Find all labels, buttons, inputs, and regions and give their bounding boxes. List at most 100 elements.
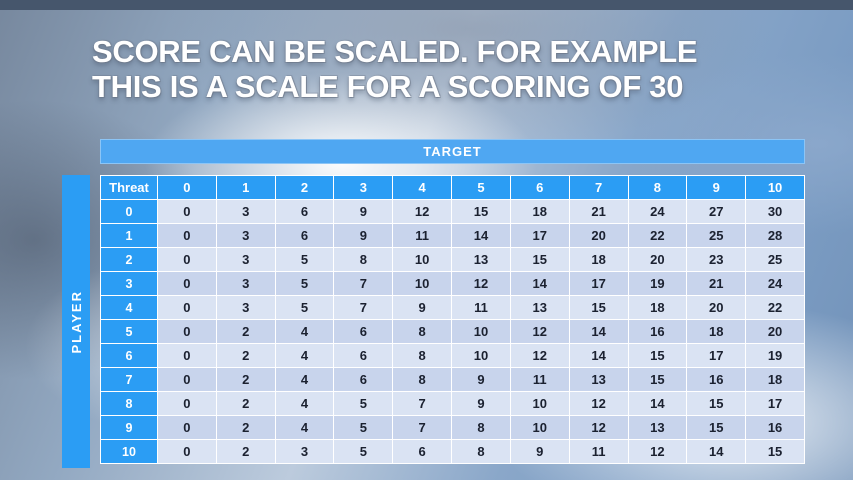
score-cell: 16	[686, 367, 747, 392]
score-cell: 2	[215, 391, 276, 416]
score-cell: 22	[627, 223, 688, 248]
score-cell: 3	[215, 223, 276, 248]
column-header: 4	[392, 175, 453, 200]
score-cell: 11	[392, 223, 453, 248]
score-cell: 15	[509, 247, 570, 272]
score-cell: 0	[157, 343, 217, 368]
score-cell: 15	[627, 343, 688, 368]
table-row: 8 0 2 4 5 7 9 10 12 14 15 17	[100, 391, 805, 416]
score-cell: 10	[392, 271, 453, 296]
table-row: 2 0 3 5 8 10 13 15 18 20 23 25	[100, 247, 805, 272]
score-cell: 28	[745, 223, 805, 248]
slide-title: SCORE CAN BE SCALED. FOR EXAMPLE THIS IS…	[92, 34, 698, 104]
score-cell: 0	[157, 295, 217, 320]
row-header: 8	[100, 391, 158, 416]
column-header: 10	[745, 175, 805, 200]
row-header: 0	[100, 199, 158, 224]
score-cell: 22	[745, 295, 805, 320]
score-cell: 27	[686, 199, 747, 224]
score-cell: 5	[274, 295, 335, 320]
target-header-bar: TARGET	[100, 139, 805, 164]
score-cell: 10	[392, 247, 453, 272]
score-table-body: 0 0 3 6 9 12 15 18 21 24 27 30 1 0 3 6 9 11 14 17 20 22 25 28 2 0…	[100, 199, 805, 464]
score-cell: 6	[392, 439, 453, 464]
score-cell: 6	[333, 319, 394, 344]
table-row: 4 0 3 5 7 9 11 13 15 18 20 22	[100, 295, 805, 320]
score-cell: 14	[627, 391, 688, 416]
score-cell: 2	[215, 343, 276, 368]
table-row: 3 0 3 5 7 10 12 14 17 19 21 24	[100, 271, 805, 296]
score-cell: 15	[627, 367, 688, 392]
score-cell: 4	[274, 367, 335, 392]
score-cell: 14	[451, 223, 511, 248]
score-cell: 15	[451, 199, 511, 224]
score-cell: 15	[686, 415, 747, 440]
table-row: 9 0 2 4 5 7 8 10 12 13 15 16	[100, 415, 805, 440]
score-cell: 0	[157, 199, 217, 224]
table-row: 10 0 2 3 5 6 8 9 11 12 14 15	[100, 439, 805, 464]
score-cell: 8	[392, 319, 453, 344]
column-header: 3	[333, 175, 394, 200]
score-cell: 10	[509, 391, 570, 416]
score-cell: 0	[157, 247, 217, 272]
score-cell: 8	[392, 367, 453, 392]
score-cell: 17	[686, 343, 747, 368]
row-header: 3	[100, 271, 158, 296]
column-header: 5	[451, 175, 511, 200]
row-header: 1	[100, 223, 158, 248]
score-cell: 10	[451, 343, 511, 368]
score-cell: 17	[509, 223, 570, 248]
score-cell: 0	[157, 439, 217, 464]
score-cell: 0	[157, 271, 217, 296]
column-header: 9	[686, 175, 747, 200]
row-header: 7	[100, 367, 158, 392]
score-cell: 14	[686, 439, 747, 464]
score-cell: 13	[568, 367, 629, 392]
score-cell: 0	[157, 367, 217, 392]
table-row: 0 0 3 6 9 12 15 18 21 24 27 30	[100, 199, 805, 224]
table-row: 1 0 3 6 9 11 14 17 20 22 25 28	[100, 223, 805, 248]
score-cell: 15	[568, 295, 629, 320]
score-cell: 13	[451, 247, 511, 272]
score-cell: 14	[568, 319, 629, 344]
score-cell: 4	[274, 415, 335, 440]
score-cell: 8	[451, 415, 511, 440]
score-cell: 4	[274, 343, 335, 368]
score-cell: 3	[274, 439, 335, 464]
score-cell: 24	[745, 271, 805, 296]
score-cell: 18	[509, 199, 570, 224]
column-header-row: Threat 0 1 2 3 4 5 6 7 8 9 10	[100, 175, 805, 200]
score-cell: 8	[451, 439, 511, 464]
row-header: 9	[100, 415, 158, 440]
score-cell: 14	[568, 343, 629, 368]
score-cell: 12	[392, 199, 453, 224]
score-cell: 19	[745, 343, 805, 368]
score-cell: 20	[627, 247, 688, 272]
column-header: 2	[274, 175, 335, 200]
score-cell: 17	[745, 391, 805, 416]
table-row: 5 0 2 4 6 8 10 12 14 16 18 20	[100, 319, 805, 344]
score-cell: 20	[686, 295, 747, 320]
score-cell: 13	[509, 295, 570, 320]
score-cell: 2	[215, 439, 276, 464]
row-header: 2	[100, 247, 158, 272]
table-row: 6 0 2 4 6 8 10 12 14 15 17 19	[100, 343, 805, 368]
score-cell: 12	[509, 319, 570, 344]
score-cell: 12	[509, 343, 570, 368]
score-cell: 6	[333, 343, 394, 368]
score-cell: 16	[627, 319, 688, 344]
score-cell: 16	[745, 415, 805, 440]
score-cell: 7	[392, 415, 453, 440]
target-header-label: TARGET	[423, 144, 482, 159]
row-header: 6	[100, 343, 158, 368]
score-cell: 18	[568, 247, 629, 272]
score-cell: 10	[451, 319, 511, 344]
slide-title-line2: THIS IS A SCALE FOR A SCORING OF 30	[92, 69, 684, 104]
score-cell: 20	[745, 319, 805, 344]
score-cell: 3	[215, 271, 276, 296]
score-cell: 9	[509, 439, 570, 464]
row-header: 4	[100, 295, 158, 320]
score-cell: 3	[215, 295, 276, 320]
score-cell: 19	[627, 271, 688, 296]
score-cell: 18	[627, 295, 688, 320]
